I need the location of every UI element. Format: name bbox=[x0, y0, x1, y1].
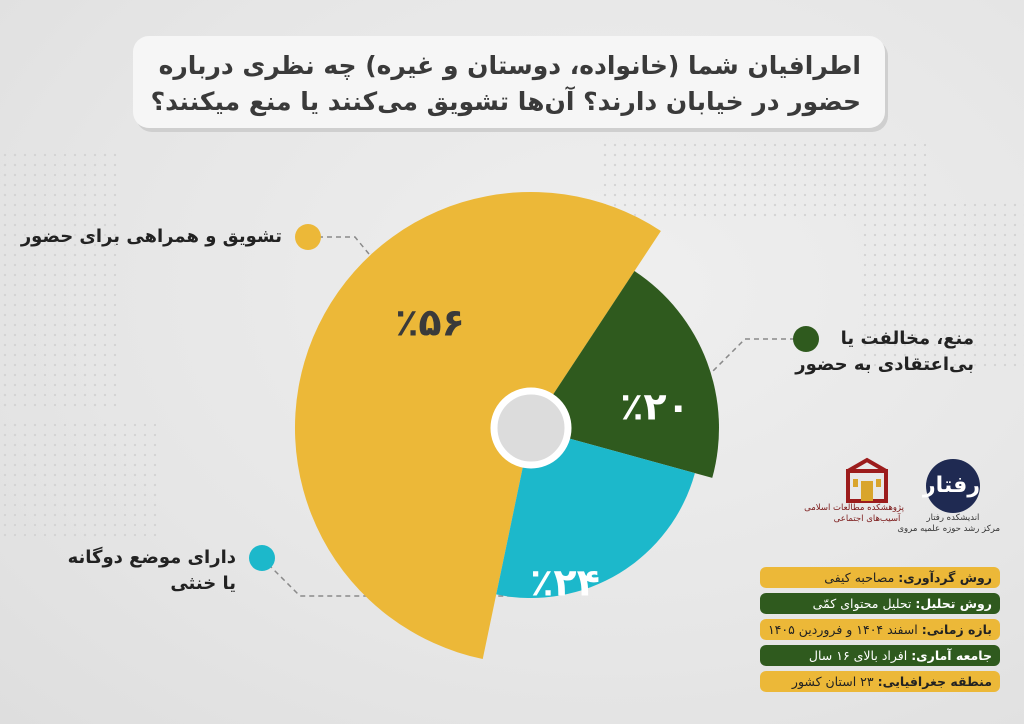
info-key: جامعه آماری: bbox=[911, 648, 992, 663]
info-value: تحلیل محتوای کمّی bbox=[812, 596, 916, 611]
info-key: روش تحلیل: bbox=[915, 596, 992, 611]
research-institute-logo: پژوهشکده مطالعات اسلامی آسیب‌های اجتماعی bbox=[804, 457, 904, 525]
legend-marker-teal bbox=[249, 545, 275, 571]
rahtar-caption-1: اندیشکده رفتار bbox=[926, 513, 980, 523]
info-key: منطقه جغرافیایی: bbox=[877, 674, 992, 689]
slice-ambivalent bbox=[496, 428, 695, 599]
info-value: مصاحبه کیفی bbox=[824, 570, 899, 585]
background-dot-pattern bbox=[0, 150, 120, 410]
legend-ambivalent: دارای موضع دوگانه یا خنثی bbox=[68, 545, 236, 597]
background-dot-pattern bbox=[860, 200, 1024, 370]
value-label-ambivalent: ٪۲۴ bbox=[530, 561, 600, 605]
chart-title-line-2: حضور در خیابان دارند؟ آن‌ها تشویق می‌کنن… bbox=[150, 87, 861, 116]
info-value: افراد بالای ۱۶ سال bbox=[808, 648, 912, 663]
pie-slices bbox=[294, 191, 719, 660]
legend-marker-green bbox=[793, 326, 819, 352]
institute-caption-1: پژوهشکده مطالعات اسلامی bbox=[804, 503, 904, 513]
legend-label-prohibition-line-2: بی‌اعتقادی به حضور bbox=[795, 354, 974, 375]
chart-title-line-1: اطرافیان شما (خانواده، دوستان و غیره) چه… bbox=[158, 51, 861, 80]
institute-caption-2: آسیب‌های اجتماعی bbox=[833, 514, 901, 524]
leader-line-green bbox=[705, 338, 795, 379]
title-box: اطرافیان شما (خانواده، دوستان و غیره) چه… bbox=[133, 36, 885, 128]
background-dot-pattern bbox=[0, 420, 160, 540]
info-row-geographic-region: منطقه جغرافیایی: ۲۳ استان کشور bbox=[760, 671, 1000, 692]
legend-label-prohibition-line-1: منع، مخالفت یا bbox=[840, 328, 974, 349]
pie-center-hole bbox=[490, 387, 572, 469]
info-row-collection-method: روش گردآوری: مصاحبه کیفی bbox=[760, 567, 1000, 588]
info-key: بازه زمانی: bbox=[921, 622, 992, 637]
legend-label-ambivalent-line-2: یا خنثی bbox=[170, 573, 236, 594]
info-key: روش گردآوری: bbox=[898, 570, 992, 585]
slice-prohibition bbox=[531, 271, 719, 478]
legend-label-ambivalent-line-1: دارای موضع دوگانه bbox=[67, 547, 236, 568]
institute-building-icon bbox=[846, 457, 888, 503]
info-value: اسفند ۱۴۰۴ و فروردین ۱۴۰۵ bbox=[767, 622, 922, 637]
info-row-analysis-method: روش تحلیل: تحلیل محتوای کمّی bbox=[760, 593, 1000, 614]
legend-label-encouragement: تشویق و همراهی برای حضور bbox=[20, 226, 282, 247]
legend-encouragement: تشویق و همراهی برای حضور bbox=[21, 224, 282, 250]
rahtar-caption-2: مرکز رشد حوزه علمیه مروی bbox=[897, 524, 1000, 534]
logos: پژوهشکده مطالعات اسلامی آسیب‌های اجتماعی… bbox=[804, 455, 1000, 555]
rahtar-logo-mark: رفتار bbox=[923, 459, 980, 513]
info-row-time-period: بازه زمانی: اسفند ۱۴۰۴ و فروردین ۱۴۰۵ bbox=[760, 619, 1000, 640]
info-row-statistical-population: جامعه آماری: افراد بالای ۱۶ سال bbox=[760, 645, 1000, 666]
slice-encouragement bbox=[294, 191, 661, 660]
legend-prohibition: منع، مخالفت یا بی‌اعتقادی به حضور bbox=[795, 326, 974, 378]
slice-value-labels: ٪۵۶ ٪۲۰ ٪۲۴ bbox=[395, 301, 690, 605]
info-value: ۲۳ استان کشور bbox=[791, 674, 878, 689]
legend-marker-yellow bbox=[295, 224, 321, 250]
value-label-prohibition: ٪۲۰ bbox=[620, 385, 690, 429]
value-label-encouragement: ٪۵۶ bbox=[395, 301, 465, 345]
rahtar-logo: رفتار اندیشکده رفتار مرکز رشد حوزه علمیه… bbox=[897, 455, 1000, 535]
